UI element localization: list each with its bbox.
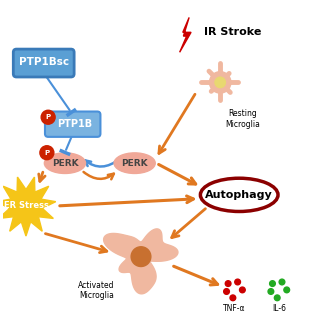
Text: IL-6: IL-6 xyxy=(272,304,286,313)
Circle shape xyxy=(274,295,280,301)
Circle shape xyxy=(240,287,245,293)
FancyBboxPatch shape xyxy=(13,49,74,77)
Circle shape xyxy=(270,281,275,286)
Circle shape xyxy=(40,146,54,160)
Circle shape xyxy=(224,289,229,294)
Text: IR Stroke: IR Stroke xyxy=(204,27,262,37)
Circle shape xyxy=(230,295,236,301)
Circle shape xyxy=(284,287,290,293)
Ellipse shape xyxy=(200,178,278,212)
FancyBboxPatch shape xyxy=(45,112,100,137)
Polygon shape xyxy=(104,229,178,294)
Circle shape xyxy=(41,110,55,124)
Circle shape xyxy=(225,281,231,286)
Text: PERK: PERK xyxy=(121,159,148,168)
Circle shape xyxy=(235,279,240,285)
Circle shape xyxy=(215,77,225,88)
Circle shape xyxy=(131,247,151,267)
Circle shape xyxy=(210,72,231,93)
Ellipse shape xyxy=(44,153,85,173)
Circle shape xyxy=(268,289,274,294)
Text: TNF-α: TNF-α xyxy=(223,304,246,313)
Text: ER Stress: ER Stress xyxy=(4,202,49,211)
Text: PTP1Bsc: PTP1Bsc xyxy=(19,57,69,68)
Text: P: P xyxy=(44,150,50,156)
Polygon shape xyxy=(0,177,56,236)
Ellipse shape xyxy=(114,153,155,173)
Polygon shape xyxy=(180,17,191,52)
Text: PTP1B: PTP1B xyxy=(57,119,92,129)
Text: Activated
Microglia: Activated Microglia xyxy=(78,281,115,300)
Text: P: P xyxy=(45,114,51,120)
Text: Resting
Microglia: Resting Microglia xyxy=(225,109,260,129)
Circle shape xyxy=(279,279,285,285)
Text: Autophagy: Autophagy xyxy=(205,190,273,200)
Text: PERK: PERK xyxy=(52,159,78,168)
